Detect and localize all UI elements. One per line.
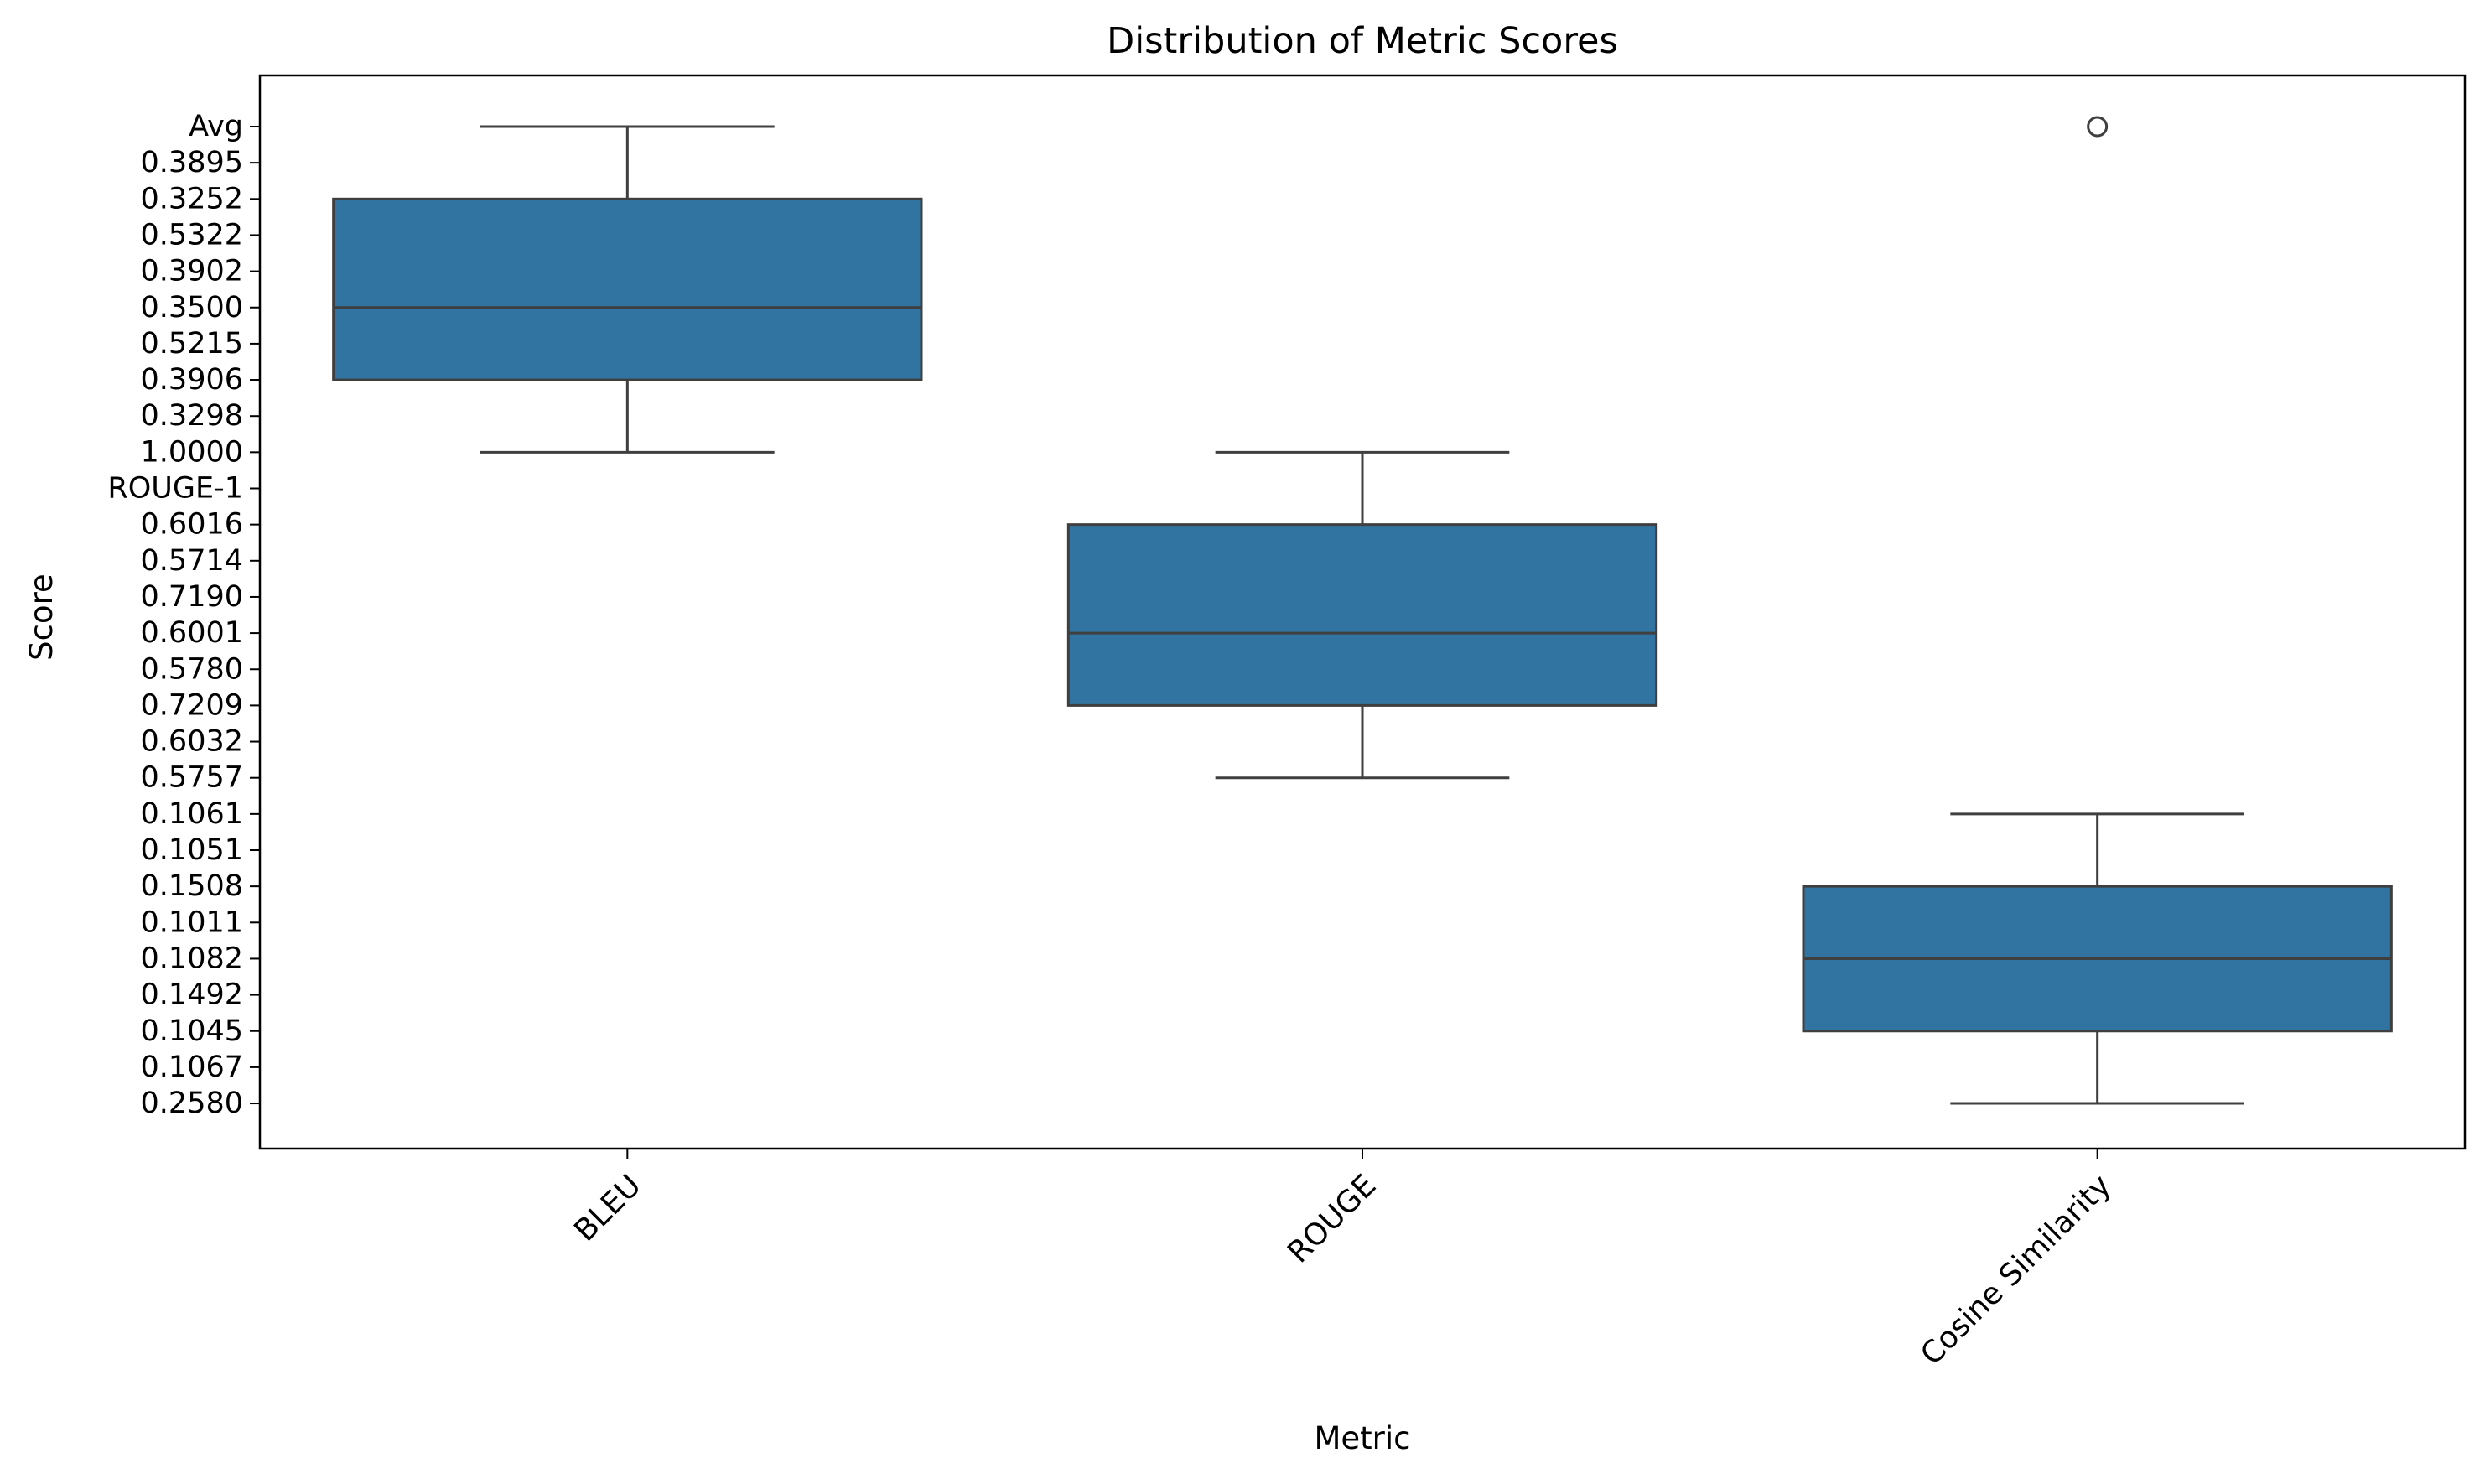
- plot-layer: Avg0.38950.32520.53220.39020.35000.52150…: [107, 110, 2393, 1372]
- y-tick-label: 0.3906: [141, 363, 243, 397]
- y-tick-label: 0.1067: [141, 1051, 243, 1084]
- y-tick-label: 0.5757: [141, 761, 243, 795]
- y-tick-label: 0.6032: [141, 725, 243, 759]
- y-tick-label: 1.0000: [141, 435, 243, 469]
- y-tick-label: 0.7209: [141, 688, 243, 722]
- y-tick-label: Avg: [189, 110, 243, 143]
- box-rouge: [1066, 523, 1658, 707]
- y-tick-label: 0.7190: [141, 580, 243, 614]
- y-tick-label: 0.5714: [141, 544, 243, 578]
- y-tick-label: 0.3252: [141, 182, 243, 215]
- y-tick-label: 0.1011: [141, 905, 243, 939]
- plot-area-frame: [258, 74, 2467, 1150]
- y-axis-label: Score: [23, 573, 60, 661]
- chart-title: Distribution of Metric Scores: [1107, 20, 1618, 62]
- y-tick-label: 0.1045: [141, 1014, 243, 1048]
- y-tick-label: 0.5322: [141, 218, 243, 252]
- y-tick-label: 0.2580: [141, 1087, 243, 1120]
- y-tick-label: 0.1508: [141, 869, 243, 903]
- y-tick-label: 0.3298: [141, 399, 243, 433]
- y-tick-label: 0.1061: [141, 797, 243, 831]
- y-tick-label: ROUGE-1: [107, 472, 243, 506]
- y-tick-label: 0.3902: [141, 255, 243, 288]
- y-tick-label: 0.6001: [141, 616, 243, 650]
- y-tick-label: 0.3895: [141, 146, 243, 179]
- y-tick-label: 0.3500: [141, 291, 243, 324]
- outlier-point: [2087, 116, 2109, 138]
- y-tick-label: 0.5215: [141, 327, 243, 361]
- y-tick-label: 0.1492: [141, 978, 243, 1012]
- box-bleu: [332, 197, 923, 381]
- y-tick-label: 0.6016: [141, 508, 243, 542]
- x-axis-label: Metric: [1314, 1420, 1410, 1456]
- y-tick-label: 0.1082: [141, 942, 243, 975]
- y-tick-label: 0.1051: [141, 833, 243, 867]
- y-tick-label: 0.5780: [141, 652, 243, 686]
